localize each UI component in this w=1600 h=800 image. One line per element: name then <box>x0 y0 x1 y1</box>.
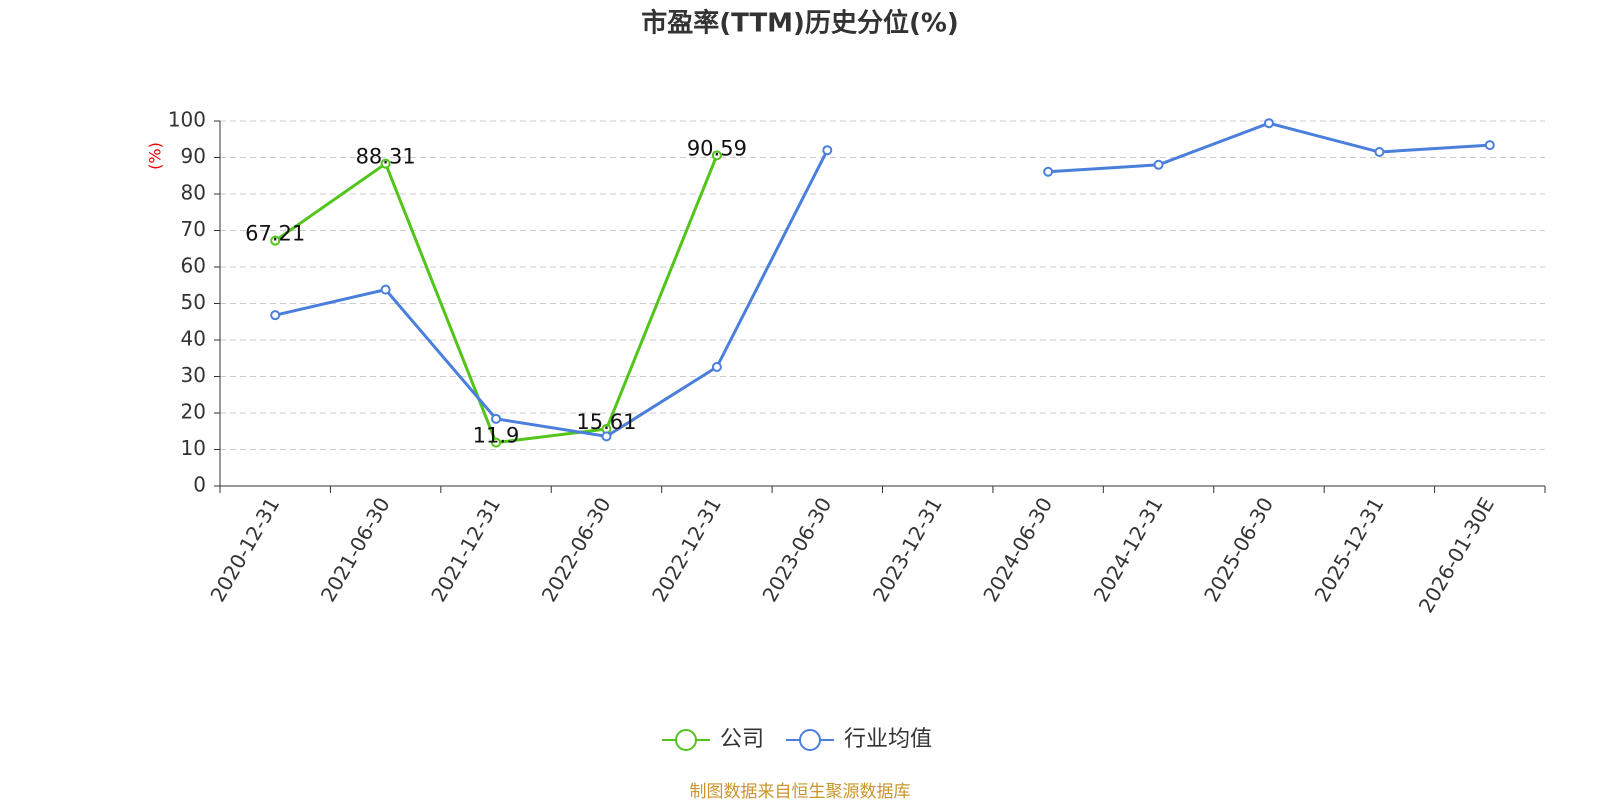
x-tick-label: 2026-01-30E <box>1414 493 1499 617</box>
data-point <box>1374 147 1385 158</box>
data-point <box>1484 140 1495 151</box>
y-tick-label: 20 <box>181 400 206 424</box>
legend-label: 公司 <box>720 727 764 752</box>
data-point <box>1153 159 1164 170</box>
x-tick-label: 2024-06-30 <box>978 493 1057 606</box>
data-point <box>270 310 281 321</box>
x-tick-label: 2022-12-31 <box>647 493 726 606</box>
series-line <box>274 149 829 438</box>
y-tick-label: 50 <box>181 290 206 314</box>
legend-marker <box>675 729 697 751</box>
data-point <box>711 150 722 161</box>
chart-title: 市盈率(TTM)历史分位(%) <box>641 8 959 39</box>
x-tick-label: 2020-12-31 <box>205 493 284 606</box>
data-label: 90.59 <box>687 136 747 160</box>
data-point <box>270 235 281 246</box>
y-tick-label: 10 <box>181 436 206 460</box>
x-tick-label: 2021-06-30 <box>316 493 395 606</box>
x-tick-label: 2024-12-31 <box>1089 493 1168 606</box>
y-tick-label: 0 <box>193 473 206 497</box>
data-point <box>601 431 612 442</box>
data-label: 11.9 <box>473 424 520 448</box>
x-tick-label: 2025-12-31 <box>1310 493 1389 606</box>
x-tick-label: 2025-06-30 <box>1199 493 1278 606</box>
data-point <box>711 362 722 373</box>
data-point <box>1043 166 1054 177</box>
data-point <box>491 437 502 448</box>
y-tick-label: 90 <box>181 144 206 168</box>
data-label: 15.61 <box>576 410 636 434</box>
legend-label: 行业均值 <box>844 727 932 752</box>
x-tick-label: 2022-06-30 <box>537 493 616 606</box>
x-tick-label: 2021-12-31 <box>426 493 505 606</box>
data-label: 67.21 <box>245 222 305 246</box>
y-tick-label: 80 <box>181 181 206 205</box>
y-tick-label: 60 <box>181 254 206 278</box>
data-point <box>491 413 502 424</box>
y-tick-label: 70 <box>181 217 206 241</box>
source-note: 制图数据来自恒生聚源数据库 <box>690 782 911 800</box>
y-axis-label: (%) <box>146 142 165 170</box>
legend-marker <box>799 729 822 751</box>
y-tick-label: 100 <box>168 108 206 132</box>
data-point <box>822 145 833 156</box>
x-tick-label: 2023-06-30 <box>757 493 836 606</box>
data-point <box>380 158 391 169</box>
data-point <box>380 284 391 295</box>
y-tick-label: 30 <box>181 363 206 387</box>
data-label: 88.31 <box>356 145 416 169</box>
y-tick-label: 40 <box>181 327 206 351</box>
data-point <box>1263 118 1274 129</box>
series-line <box>1048 121 1490 174</box>
x-tick-label: 2023-12-31 <box>868 493 947 606</box>
